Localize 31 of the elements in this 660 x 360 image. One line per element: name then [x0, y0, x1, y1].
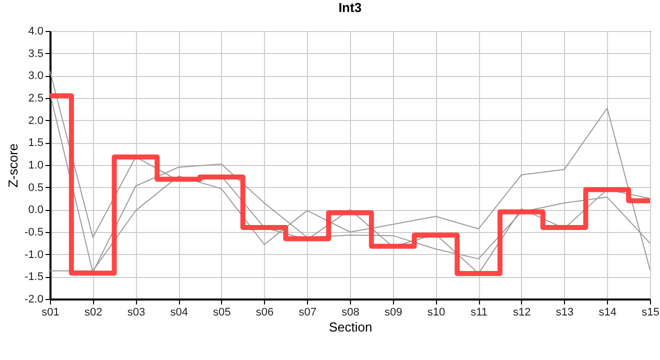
- y-tick-label: 0.0: [28, 204, 44, 216]
- x-tick-label: s14: [598, 306, 617, 318]
- y-tick-label: 1.0: [28, 160, 44, 172]
- x-tick-label: s09: [384, 306, 402, 318]
- y-tick-label: -1.5: [24, 271, 44, 284]
- x-tick-label: s13: [556, 306, 574, 318]
- x-tick-label: s10: [427, 306, 446, 318]
- y-axis-title: Z-score: [6, 143, 21, 188]
- x-tick-label: s11: [470, 306, 488, 318]
- x-tick-label: s08: [342, 306, 360, 318]
- y-tick-label: 2.5: [28, 92, 44, 104]
- y-tick-label: -2.0: [24, 294, 44, 306]
- y-tick-label: 3.5: [28, 48, 44, 60]
- x-tick-label: s02: [84, 306, 102, 318]
- y-tick-label: 1.5: [28, 137, 44, 150]
- x-tick-label: s15: [642, 306, 660, 318]
- y-tick-label: 3.0: [28, 70, 44, 82]
- x-tick-label: s01: [42, 306, 60, 318]
- x-tick-label: s04: [170, 306, 188, 318]
- chart-title: Int3: [338, 0, 362, 15]
- y-tick-label: 2.0: [28, 114, 44, 127]
- x-tick-label: s05: [213, 306, 231, 318]
- x-tick-label: s07: [298, 306, 317, 318]
- y-tick-label: -0.5: [24, 226, 44, 238]
- x-axis-title: Section: [328, 320, 372, 334]
- x-tick-label: s03: [127, 306, 146, 318]
- x-tick-label: s06: [256, 306, 274, 318]
- y-tick-label: -1.0: [24, 248, 44, 261]
- y-tick-label: 0.5: [28, 182, 44, 194]
- x-tick-label: s12: [513, 306, 531, 318]
- y-tick-label: 4.0: [28, 26, 44, 38]
